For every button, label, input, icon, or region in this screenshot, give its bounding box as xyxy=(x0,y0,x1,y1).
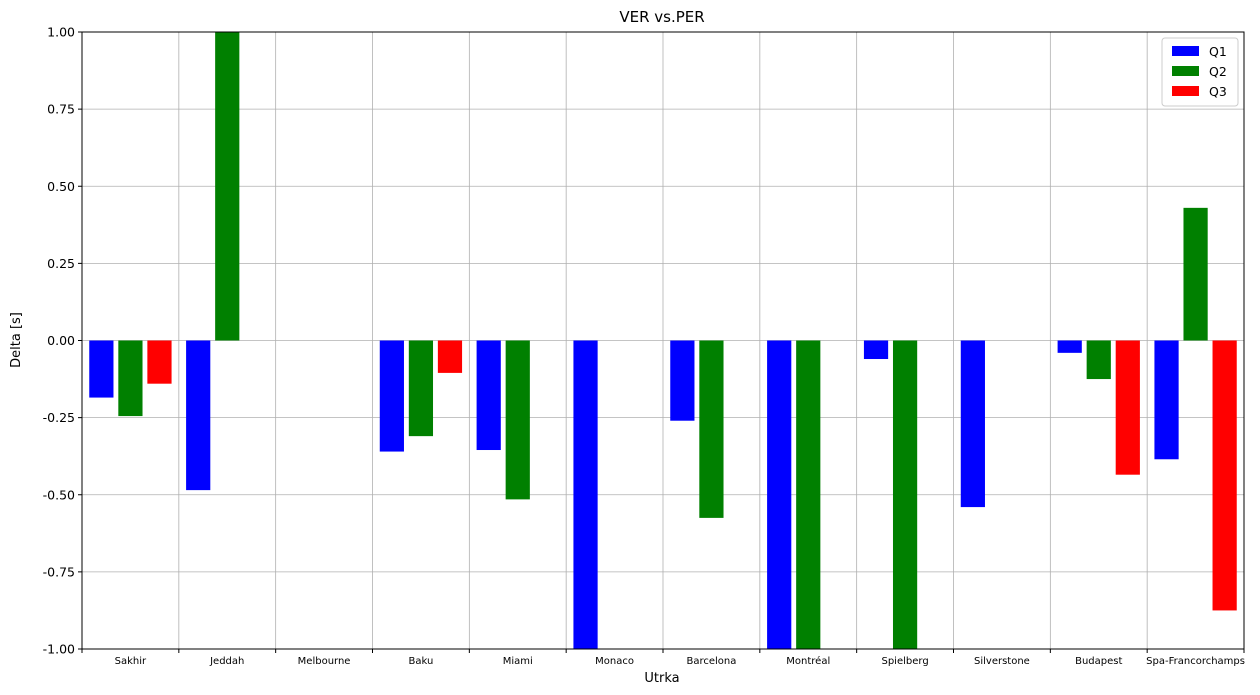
chart-title: VER vs.PER xyxy=(619,8,704,26)
y-tick-label: 0.75 xyxy=(47,102,75,117)
y-tick-label: -0.25 xyxy=(43,410,75,425)
bar-q3 xyxy=(437,340,463,373)
y-axis-label: Delta [s] xyxy=(9,312,24,368)
bar-q2 xyxy=(1086,340,1111,380)
bar-q3 xyxy=(1212,340,1237,611)
bar-q1 xyxy=(960,340,985,508)
legend-swatch-q3 xyxy=(1172,86,1199,96)
legend-label-q1: Q1 xyxy=(1209,44,1227,59)
bar-q2 xyxy=(215,32,240,341)
y-tick-label: 0.25 xyxy=(47,256,75,271)
y-tick-label: -1.00 xyxy=(43,642,75,657)
y-tick-label: 0.50 xyxy=(47,179,75,194)
bar-q2 xyxy=(699,340,724,518)
y-axis: -1.00 -0.75 -0.50 -0.25 0.00 0.25 0.50 0.75 1.00 xyxy=(43,25,82,657)
x-tick-label: Jeddah xyxy=(209,656,244,667)
bar-q2 xyxy=(118,340,143,417)
legend: Q1 Q2 Q3 xyxy=(1161,37,1239,107)
y-tick-label: 1.00 xyxy=(47,25,75,40)
bar-q2 xyxy=(796,340,821,649)
legend-swatch-q1 xyxy=(1172,46,1199,56)
bar-q1 xyxy=(1057,340,1082,353)
x-tick-label: Silverstone xyxy=(974,656,1030,667)
bar-q1 xyxy=(670,340,695,421)
x-tick-label: Monaco xyxy=(595,656,634,667)
bar-q2 xyxy=(892,340,918,649)
bar-q1 xyxy=(89,340,114,398)
grid xyxy=(82,31,1244,650)
x-tick-label: Spa-Francorchamps xyxy=(1146,656,1245,667)
bar-q1 xyxy=(476,340,501,451)
y-tick-label: -0.50 xyxy=(43,487,75,502)
bars xyxy=(89,32,1237,649)
bar-q3 xyxy=(1115,340,1140,475)
x-tick-label: Budapest xyxy=(1075,656,1122,667)
legend-label-q2: Q2 xyxy=(1209,64,1227,79)
bar-q1 xyxy=(1154,340,1179,460)
x-tick-label: Sakhir xyxy=(115,656,147,667)
bar-q3 xyxy=(147,340,172,384)
bar-q1 xyxy=(379,340,404,452)
x-tick-label: Baku xyxy=(409,656,434,667)
x-tick-label: Miami xyxy=(503,656,533,667)
bar-q1 xyxy=(573,340,598,649)
y-tick-label: 0.00 xyxy=(47,333,75,348)
x-tick-label: Montréal xyxy=(786,655,830,667)
x-tick-label: Barcelona xyxy=(686,656,736,667)
bar-q2 xyxy=(408,340,434,437)
x-axis-label: Utrka xyxy=(644,671,679,686)
x-tick-label: Melbourne xyxy=(298,656,351,667)
bar-q1 xyxy=(767,340,792,649)
x-axis: Sakhir Jeddah Melbourne Baku Miami Monaco Barc… xyxy=(81,649,1245,667)
bar-q2 xyxy=(1183,207,1208,341)
legend-swatch-q2 xyxy=(1172,66,1199,76)
legend-label-q3: Q3 xyxy=(1209,84,1227,99)
y-tick-label: -0.75 xyxy=(43,564,75,579)
x-tick-label: Spielberg xyxy=(881,656,928,667)
bar-q2 xyxy=(505,340,530,500)
bar-q1 xyxy=(863,340,889,360)
bar-q1 xyxy=(186,340,211,491)
